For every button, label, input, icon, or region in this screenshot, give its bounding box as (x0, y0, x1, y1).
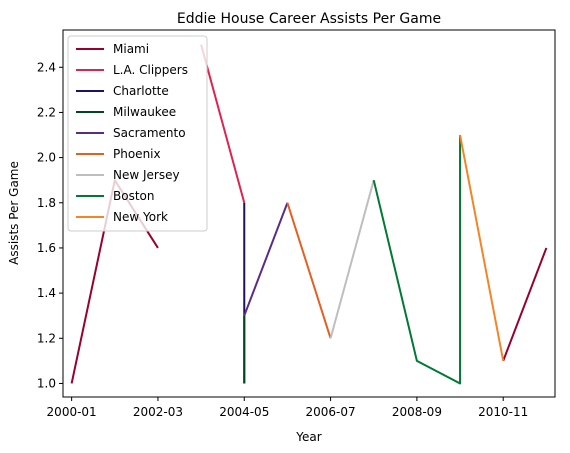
series-line-6-segment-1 (286, 202, 332, 339)
y-tick-label-2: 1.2 (37, 331, 56, 345)
legend-label-8: Boston (113, 189, 154, 203)
legend-box (67, 35, 208, 232)
y-tick-label-8: 2.4 (37, 60, 56, 74)
x-axis-ticks: 2000-01 2002-03 2004-05 2006-07 2008-09 2010-… (47, 397, 528, 419)
y-tick-label-7: 2.2 (37, 105, 56, 119)
y-tick-label-6: 2.0 (37, 151, 56, 165)
legend-label-6: Phoenix (113, 147, 161, 161)
x-axis-label: Year (295, 430, 321, 444)
x-tick-label-2: 2002-03 (133, 405, 183, 419)
y-tick-label-1: 1.0 (37, 376, 56, 390)
chart-title: Eddie House Career Assists Per Game (177, 11, 441, 27)
y-tick-label-5: 1.8 (37, 196, 56, 210)
y-tick-label-3: 1.4 (37, 286, 56, 300)
plot-layer (70, 44, 548, 385)
series-line-1-segment-2 (502, 247, 548, 362)
x-tick-label-1: 2000-01 (47, 405, 97, 419)
y-axis-ticks: 1.0 1.2 1.4 1.6 1.8 2.0 2.2 2.4 (37, 60, 63, 390)
x-tick-label-5: 2008-09 (392, 405, 442, 419)
legend-label-2: L.A. Clippers (113, 63, 188, 77)
y-tick-label-4: 1.6 (37, 241, 56, 255)
legend-label-3: Charlotte (113, 84, 169, 98)
legend: Miami L.A. Clippers Charlotte Milwaukee Sacr… (67, 35, 208, 232)
series-line-8-segment-1 (372, 135, 462, 385)
series-line-7-segment-1 (329, 179, 375, 339)
legend-label-7: New Jersey (113, 168, 180, 182)
series-line-9-segment-1 (459, 134, 505, 362)
x-tick-label-6: 2010-11 (478, 405, 528, 419)
legend-label-1: Miami (113, 42, 149, 56)
plot-frame (62, 29, 556, 398)
x-tick-label-3: 2004-05 (219, 405, 269, 419)
x-tick-label-4: 2006-07 (306, 405, 356, 419)
legend-label-5: Sacramento (113, 126, 186, 140)
series-line-2-segment-1 (200, 44, 246, 204)
series-line-5-segment-1 (243, 202, 289, 317)
legend-label-9: New York (113, 210, 168, 224)
legend-label-4: Milwaukee (113, 105, 176, 119)
y-axis-label: Assists Per Game (7, 161, 21, 265)
